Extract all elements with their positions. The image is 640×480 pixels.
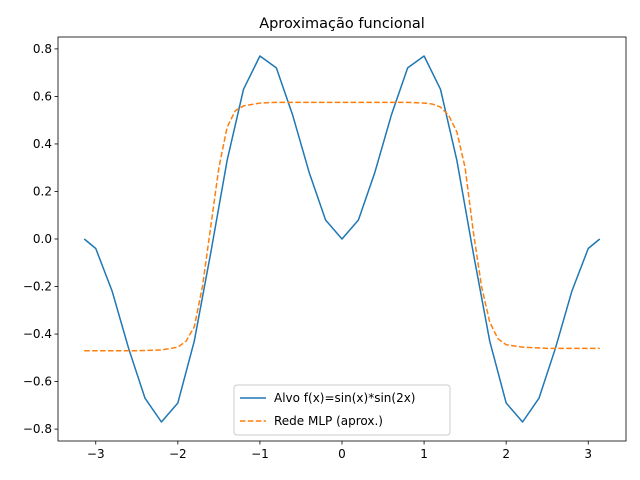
y-tick-label: 0.6 (33, 89, 52, 103)
axes: −3 −2 −1 0 1 2 3 −0.8 −0.6 −0.4 −0.2 0.0 0.2 0.4 0.6 0.… (23, 36, 627, 461)
legend-label-target: Alvo f(x)=sin(x)*sin(2x) (274, 391, 416, 405)
x-tick-label: 2 (502, 447, 510, 461)
x-tick-label: −3 (87, 447, 105, 461)
y-tick-label: −0.2 (23, 280, 52, 294)
x-tick-label: −1 (251, 447, 269, 461)
x-tick-label: −2 (169, 447, 187, 461)
y-tick-label: −0.8 (23, 422, 52, 436)
chart-title: Aproximação funcional (259, 16, 425, 32)
y-tick-label: 0.0 (33, 232, 52, 246)
legend: Alvo f(x)=sin(x)*sin(2x) Rede MLP (aprox… (233, 384, 451, 436)
legend-label-mlp: Rede MLP (aprox.) (274, 414, 383, 428)
x-tick-label: 1 (420, 447, 428, 461)
y-tick-label: 0.4 (33, 137, 52, 151)
plot-area (83, 55, 601, 423)
x-tick-label: 0 (338, 447, 346, 461)
y-tick-label: 0.8 (33, 42, 52, 56)
y-tick-label: −0.6 (23, 375, 52, 389)
series-line-0 (83, 55, 601, 423)
x-tick-label: 3 (584, 447, 592, 461)
legend-box (233, 384, 451, 436)
y-tick-label: −0.4 (23, 327, 52, 341)
series-line-1 (84, 101, 600, 352)
y-tick-label: 0.2 (33, 184, 52, 198)
